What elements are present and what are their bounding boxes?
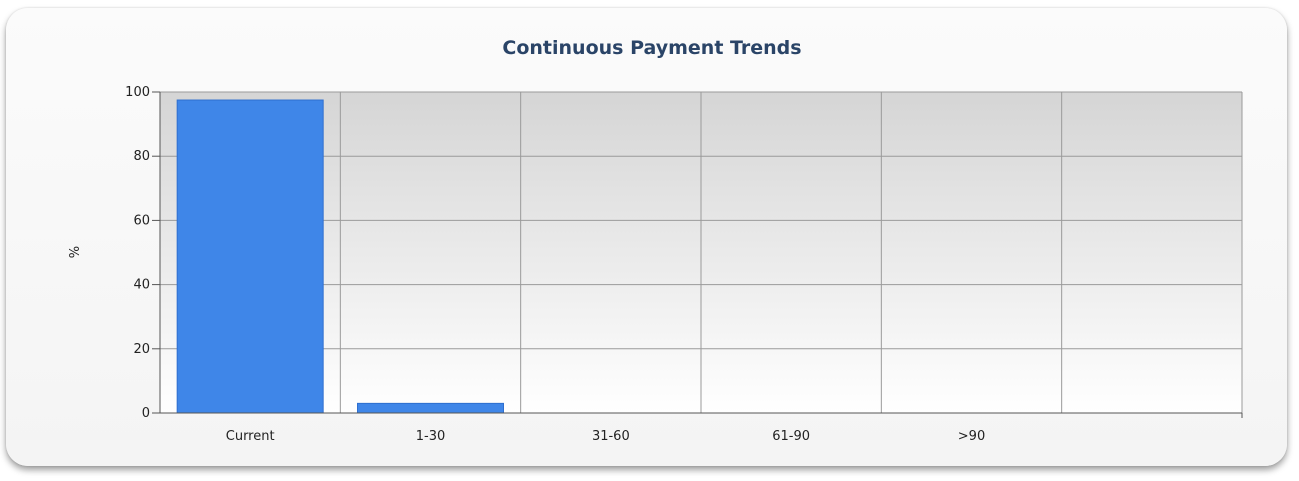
y-tick-label: 40 [133, 278, 150, 293]
y-tick-label: 100 [125, 85, 150, 100]
x-tick-labels: Current 1-30 31-60 61-90 >90 [226, 429, 985, 444]
x-tick-label: 1-30 [416, 429, 446, 444]
x-tick-label: 31-60 [592, 429, 630, 444]
chart-title: Continuous Payment Trends [502, 37, 801, 59]
x-tick-label: >90 [958, 429, 985, 444]
bar-1-30 [357, 402, 504, 414]
x-tick-label: Current [226, 429, 275, 444]
axes [152, 91, 1243, 418]
y-axis-title: % [68, 246, 83, 258]
gridlines [160, 91, 1243, 413]
y-tick-label: 0 [142, 406, 150, 421]
y-tick-label: 80 [133, 149, 150, 164]
y-tick-label: 20 [133, 342, 150, 357]
y-tick-label: 60 [133, 213, 150, 228]
bar-Current [176, 99, 324, 414]
y-tick-labels: 0 20 40 60 80 100 [125, 85, 150, 421]
x-tick-label: 61-90 [772, 429, 810, 444]
